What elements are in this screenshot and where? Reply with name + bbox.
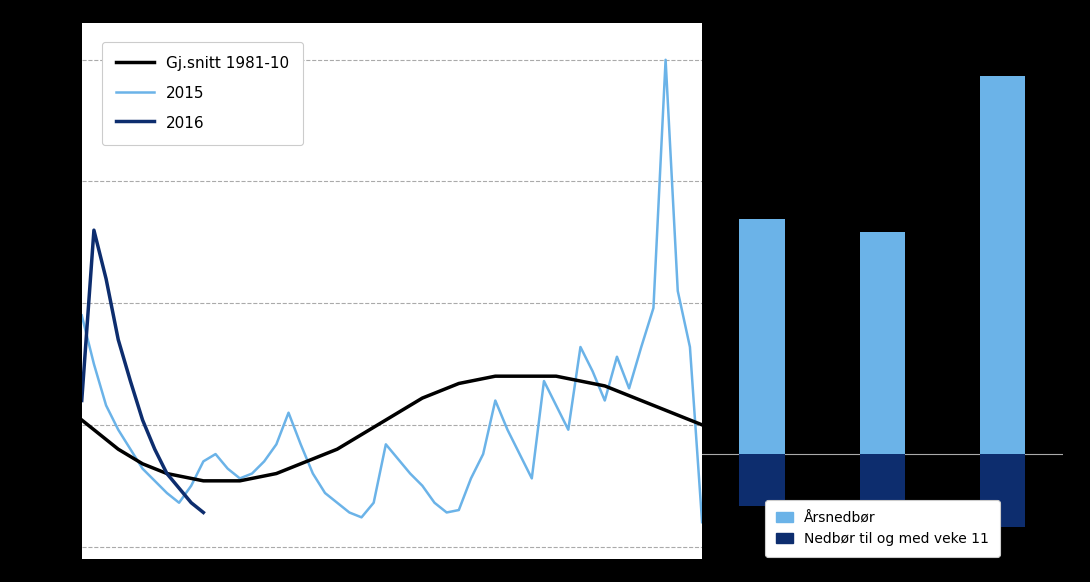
- Bar: [980, 454, 1026, 527]
- Bar: [739, 454, 785, 506]
- Bar: [739, 219, 785, 454]
- Bar: [860, 454, 906, 506]
- Bar: [980, 76, 1026, 454]
- Legend: Gj.snitt 1981-10, 2015, 2016: Gj.snitt 1981-10, 2015, 2016: [101, 42, 303, 144]
- Bar: [860, 232, 906, 454]
- Legend: Årsnedbør, Nedbør til og med veke 11: Årsnedbør, Nedbør til og med veke 11: [765, 500, 1000, 557]
